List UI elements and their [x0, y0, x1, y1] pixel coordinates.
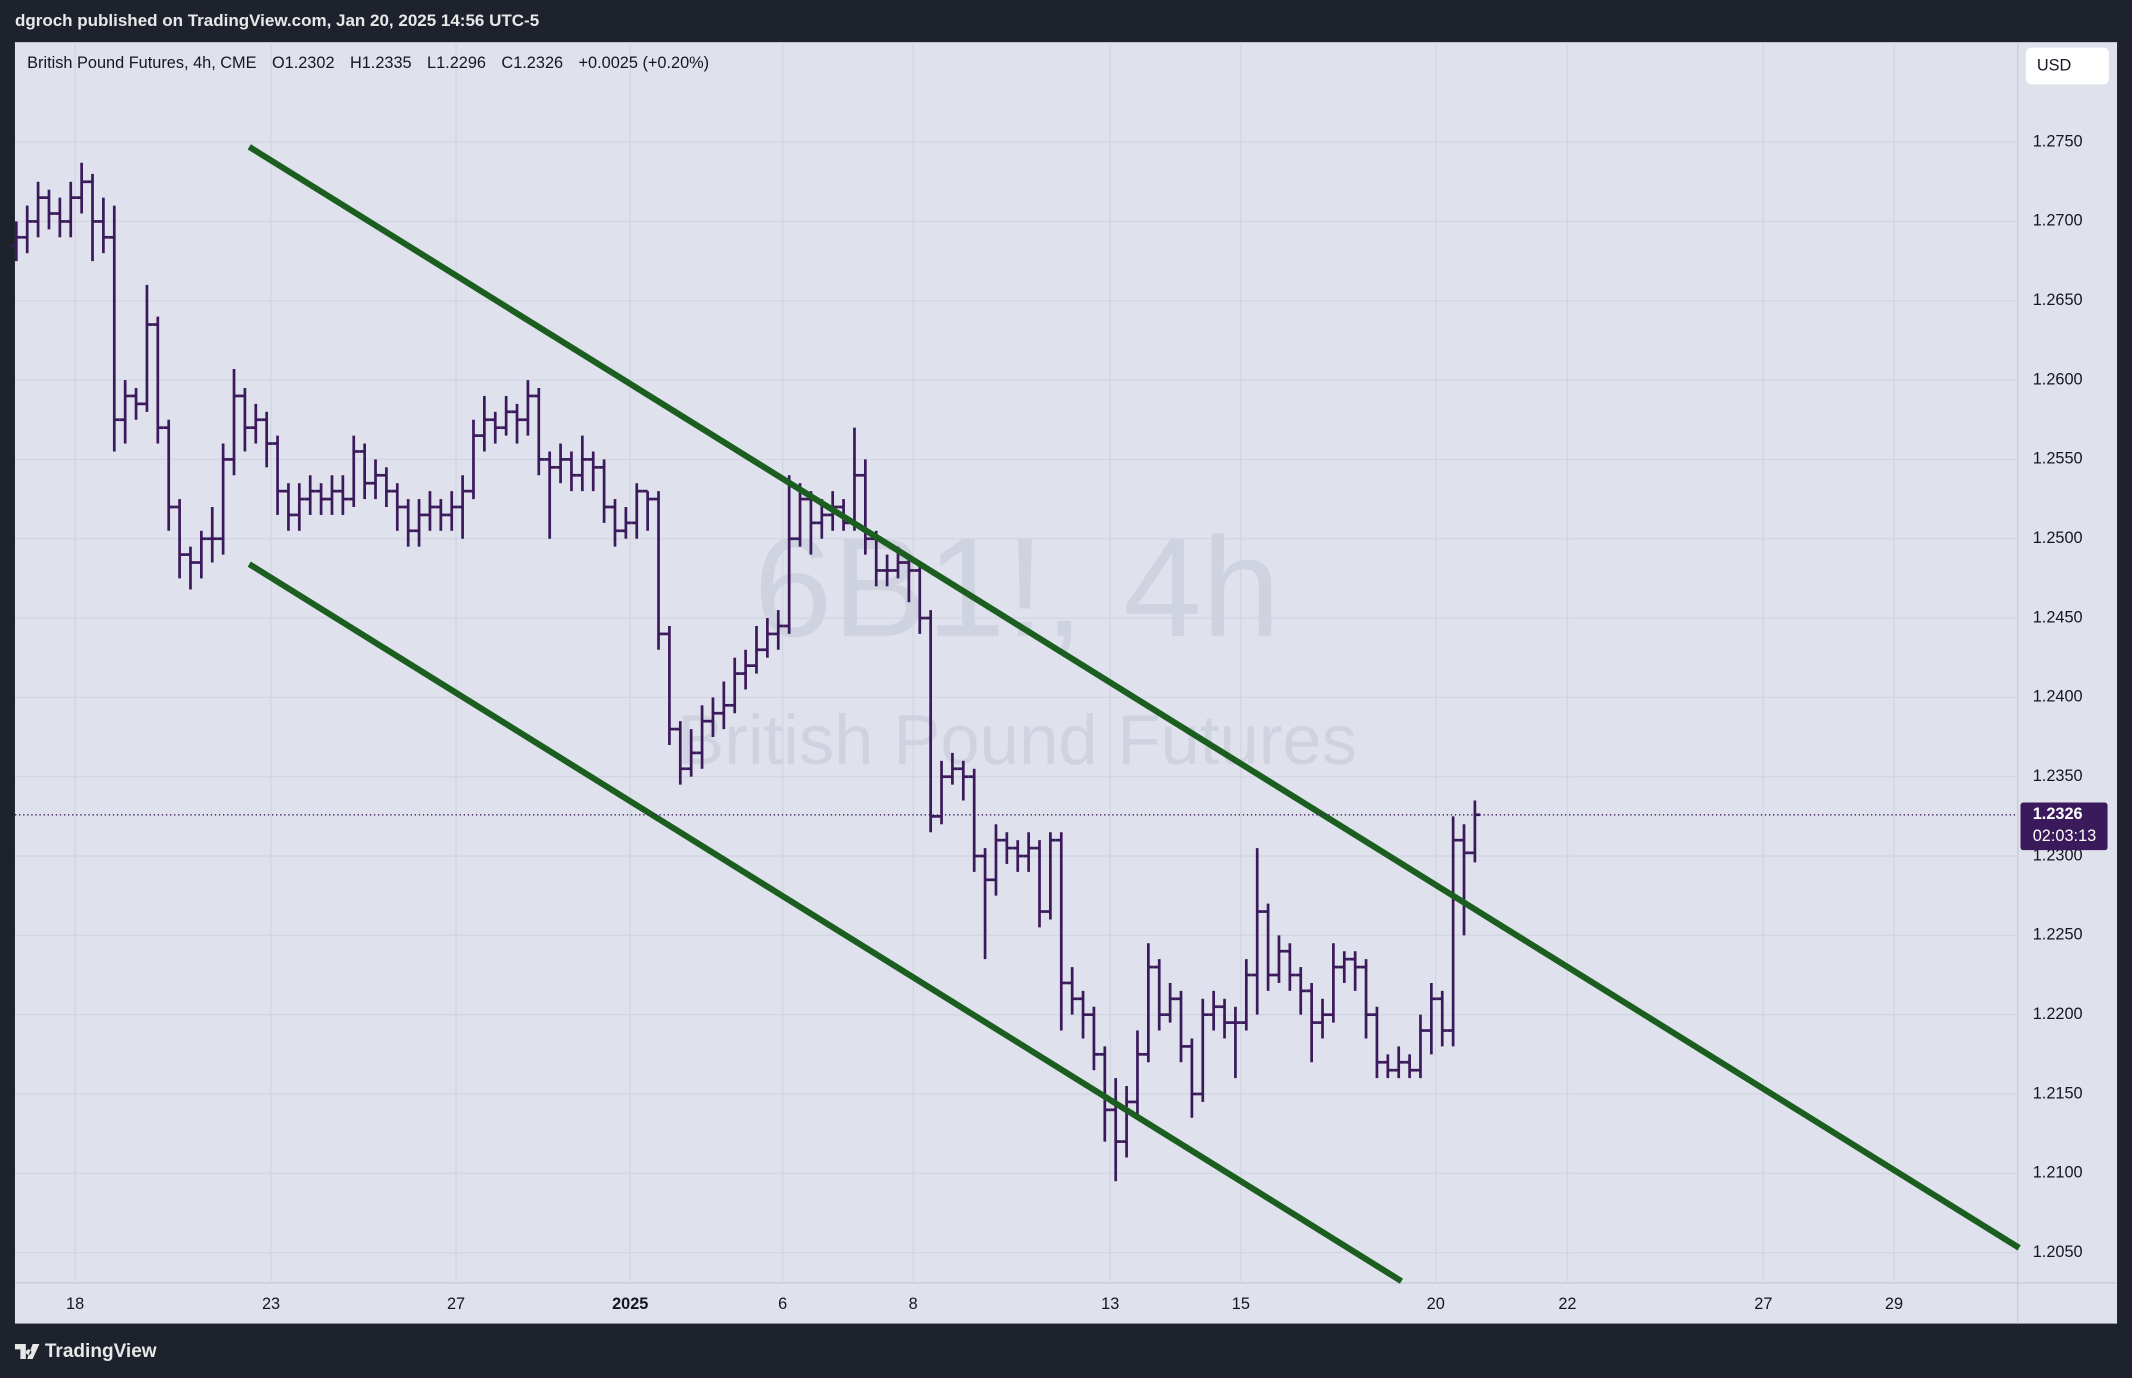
legend-close: C1.2326	[501, 54, 563, 72]
watermark-name: British Pound Futures	[677, 700, 1357, 779]
y-tick-label: 1.2650	[2033, 291, 2083, 309]
legend-open: O1.2302	[272, 54, 335, 72]
x-tick-label: 8	[909, 1295, 918, 1313]
x-tick-label: 15	[1232, 1295, 1250, 1313]
legend-change: +0.0025 (+0.20%)	[579, 54, 710, 72]
x-tick-label: 13	[1101, 1295, 1119, 1313]
y-tick-label: 1.2200	[2033, 1005, 2083, 1023]
countdown-label: 02:03:13	[2033, 827, 2096, 845]
tradingview-logo: TradingView	[14, 1341, 157, 1362]
y-tick-label: 1.2500	[2033, 529, 2083, 547]
y-tick-label: 1.2600	[2033, 370, 2083, 388]
y-tick-label: 1.2400	[2033, 688, 2083, 706]
x-tick-label: 29	[1885, 1295, 1903, 1313]
y-tick-label: 1.2100	[2033, 1164, 2083, 1182]
trendline	[247, 561, 1404, 1284]
x-tick-label: 20	[1427, 1295, 1445, 1313]
logo-icon	[14, 1343, 40, 1359]
y-tick-label: 1.2550	[2033, 450, 2083, 468]
x-tick-label: 23	[262, 1295, 280, 1313]
x-tick-label: 22	[1558, 1295, 1576, 1313]
y-tick-label: 1.2150	[2033, 1084, 2083, 1102]
logo-text: TradingView	[45, 1341, 157, 1362]
watermark-symbol: 6B1!, 4h	[754, 508, 1281, 666]
publish-header: dgroch published on TradingView.com, Jan…	[15, 11, 539, 30]
legend: British Pound Futures, 4h, CME O1.2302 H…	[27, 54, 709, 72]
x-tick-label: 27	[1754, 1295, 1772, 1313]
legend-low: L1.2296	[427, 54, 486, 72]
y-tick-label: 1.2050	[2033, 1243, 2083, 1261]
y-tick-label: 1.2350	[2033, 767, 2083, 785]
currency-button[interactable]	[2025, 47, 2109, 85]
plot	[10, 144, 2021, 1284]
y-tick-label: 1.2450	[2033, 608, 2083, 626]
x-tick-label: 2025	[612, 1295, 648, 1313]
last-price-label: 1.2326	[2033, 805, 2083, 823]
x-tick-label: 18	[66, 1295, 84, 1313]
last-price-box	[2020, 802, 2108, 851]
grid	[14, 42, 2018, 1283]
y-tick-label: 1.2700	[2033, 212, 2083, 230]
trendline	[247, 144, 2021, 1251]
chart-pane	[14, 42, 2118, 1324]
legend-high: H1.2335	[350, 54, 412, 72]
x-tick-label: 6	[778, 1295, 787, 1313]
legend-symbol: British Pound Futures, 4h, CME	[27, 54, 256, 72]
currency-label: USD	[2037, 56, 2071, 74]
y-tick-label: 1.2300	[2033, 846, 2083, 864]
x-tick-label: 27	[447, 1295, 465, 1313]
y-tick-label: 1.2250	[2033, 926, 2083, 944]
y-tick-label: 1.2750	[2033, 132, 2083, 150]
